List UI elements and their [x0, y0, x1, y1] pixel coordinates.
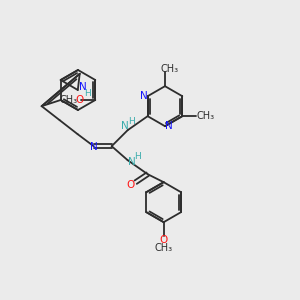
- Text: CH₃: CH₃: [196, 111, 214, 121]
- Text: H: H: [134, 152, 141, 161]
- Text: N: N: [121, 121, 128, 131]
- Text: N: N: [140, 91, 148, 101]
- Text: CH₃: CH₃: [59, 95, 77, 105]
- Text: N: N: [79, 82, 87, 92]
- Text: H: H: [128, 117, 135, 126]
- Text: N: N: [128, 157, 136, 167]
- Text: O: O: [127, 180, 135, 190]
- Text: H: H: [84, 88, 91, 98]
- Text: N: N: [90, 142, 98, 152]
- Text: CH₃: CH₃: [154, 243, 173, 253]
- Text: N: N: [165, 121, 173, 131]
- Text: O: O: [160, 235, 168, 245]
- Text: CH₃: CH₃: [161, 64, 179, 74]
- Text: O: O: [75, 95, 83, 105]
